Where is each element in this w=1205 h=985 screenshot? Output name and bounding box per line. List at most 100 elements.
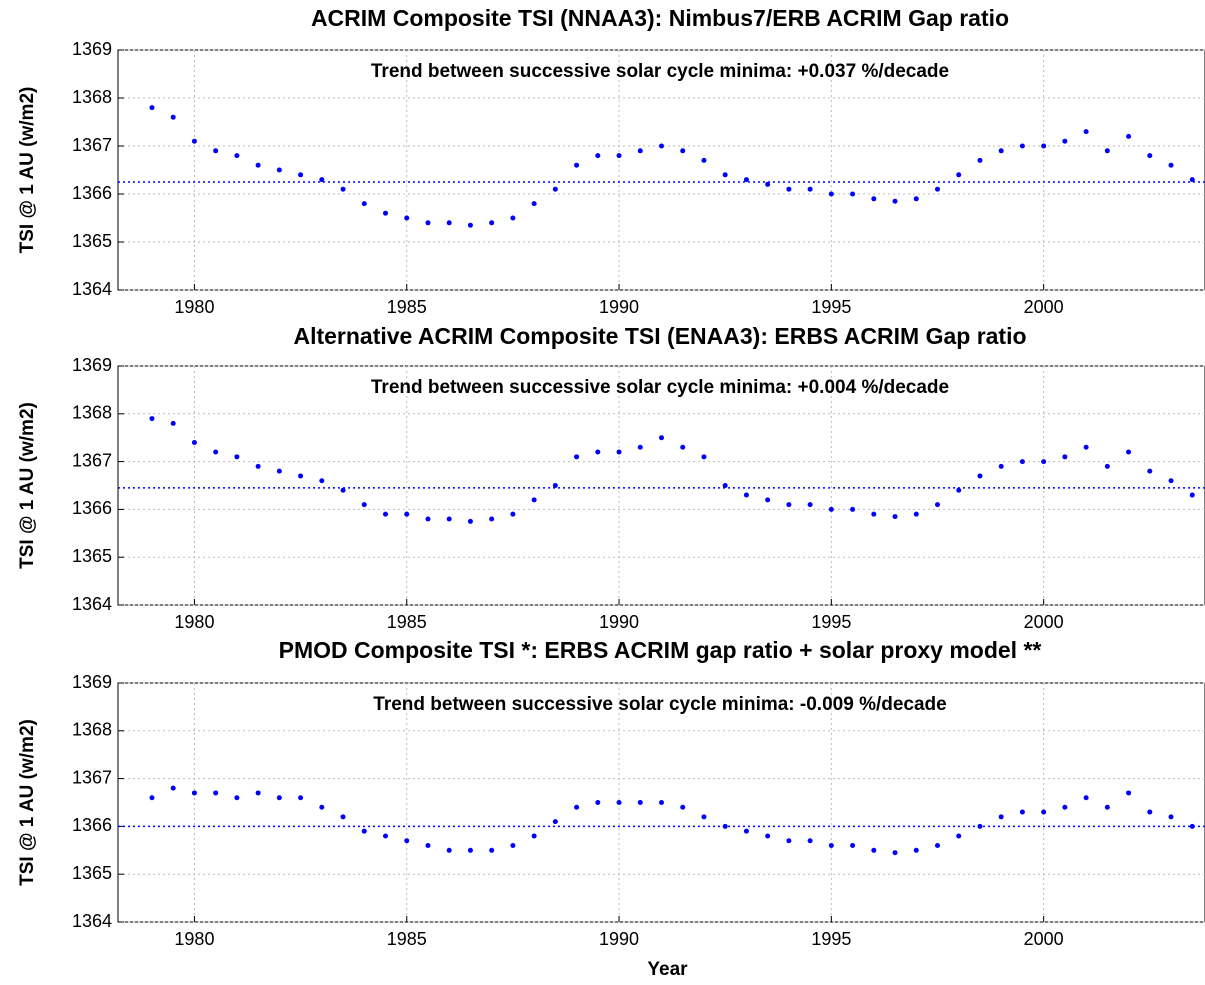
y-tick-label: 1365 (72, 863, 112, 883)
data-point (786, 186, 792, 192)
data-point (595, 800, 601, 805)
data-point (680, 148, 686, 154)
annotation: Trend between successive solar cycle min… (373, 694, 946, 715)
data-point (425, 516, 431, 522)
data-point (213, 148, 219, 154)
data-point (828, 506, 834, 512)
data-point (340, 814, 346, 820)
data-point (786, 502, 792, 508)
data-point (446, 847, 452, 853)
data-point (340, 487, 346, 493)
data-point (255, 162, 261, 168)
data-point (934, 843, 940, 849)
data-point (1147, 809, 1153, 815)
data-point (531, 201, 537, 207)
plot-area (117, 365, 1205, 606)
data-point (574, 162, 580, 168)
y-tick-label: 1367 (72, 135, 112, 155)
data-point (722, 823, 728, 829)
data-point (552, 483, 558, 488)
data-point (404, 838, 410, 844)
data-point (1189, 823, 1195, 829)
chart-title: ACRIM Composite TSI (NNAA3): Nimbus7/ERB… (311, 5, 1009, 31)
data-point (616, 800, 622, 805)
data-point (977, 823, 983, 829)
data-point (1041, 809, 1047, 815)
annotation: Trend between successive solar cycle min… (371, 377, 949, 398)
data-point (170, 114, 176, 120)
annotation: Trend between successive solar cycle min… (371, 61, 949, 82)
data-point (850, 191, 856, 197)
data-point (956, 487, 962, 493)
data-point (1083, 444, 1089, 450)
data-point (1062, 138, 1068, 144)
y-axis-label: TSI @ 1 AU (w/m2) (17, 719, 38, 886)
y-tick-label: 1364 (72, 594, 112, 614)
data-point (892, 198, 898, 204)
x-tick-label: 1980 (174, 297, 214, 317)
data-point (765, 833, 771, 839)
y-tick-label: 1369 (72, 672, 112, 692)
data-point (934, 502, 940, 508)
data-point (467, 222, 473, 228)
y-tick-label: 1364 (72, 279, 112, 299)
x-tick-label: 1980 (174, 612, 214, 632)
data-point (659, 800, 664, 805)
data-point (170, 420, 176, 426)
data-point (574, 804, 580, 810)
data-point (361, 502, 367, 508)
y-tick-label: 1365 (72, 231, 112, 251)
data-point (1083, 795, 1089, 801)
data-point (786, 838, 792, 844)
data-point (170, 785, 176, 791)
data-point (298, 172, 304, 178)
data-point (637, 800, 643, 805)
data-point (234, 454, 240, 460)
data-point (637, 148, 643, 154)
data-point (595, 153, 601, 159)
data-point (913, 196, 919, 202)
data-point (361, 201, 367, 207)
data-point (1083, 129, 1089, 135)
data-point (913, 847, 919, 853)
data-point (871, 847, 877, 853)
data-point (1041, 459, 1047, 465)
data-point (1019, 809, 1025, 815)
data-point (191, 790, 197, 796)
x-tick-label: 1985 (387, 612, 427, 632)
data-point (234, 153, 240, 159)
x-tick-label: 2000 (1024, 612, 1064, 632)
data-point (340, 186, 346, 192)
data-point (701, 814, 707, 820)
y-tick-label: 1366 (72, 498, 112, 518)
data-point (977, 157, 983, 163)
data-point (977, 473, 983, 479)
data-point (446, 516, 452, 522)
data-point (1168, 814, 1174, 820)
x-tick-label: 1995 (811, 929, 851, 949)
data-point (807, 502, 813, 508)
data-point (680, 444, 686, 450)
data-point (1126, 449, 1132, 455)
data-point (319, 804, 325, 810)
data-point (765, 181, 771, 187)
data-point (1104, 463, 1110, 469)
data-point (1019, 459, 1025, 465)
chart-title: PMOD Composite TSI *: ERBS ACRIM gap rat… (279, 637, 1042, 663)
y-tick-label: 1368 (72, 87, 112, 107)
data-point (425, 220, 431, 226)
data-point (595, 449, 601, 455)
data-point (680, 804, 686, 810)
data-point (807, 838, 813, 844)
data-point (552, 819, 558, 825)
data-point (956, 172, 962, 178)
data-point (149, 105, 155, 111)
data-point (404, 511, 410, 517)
data-point (574, 454, 580, 460)
y-tick-label: 1366 (72, 183, 112, 203)
data-point (892, 850, 898, 856)
x-tick-label: 1990 (599, 297, 639, 317)
data-point (404, 215, 410, 221)
data-point (1168, 478, 1174, 484)
data-point (213, 449, 219, 455)
